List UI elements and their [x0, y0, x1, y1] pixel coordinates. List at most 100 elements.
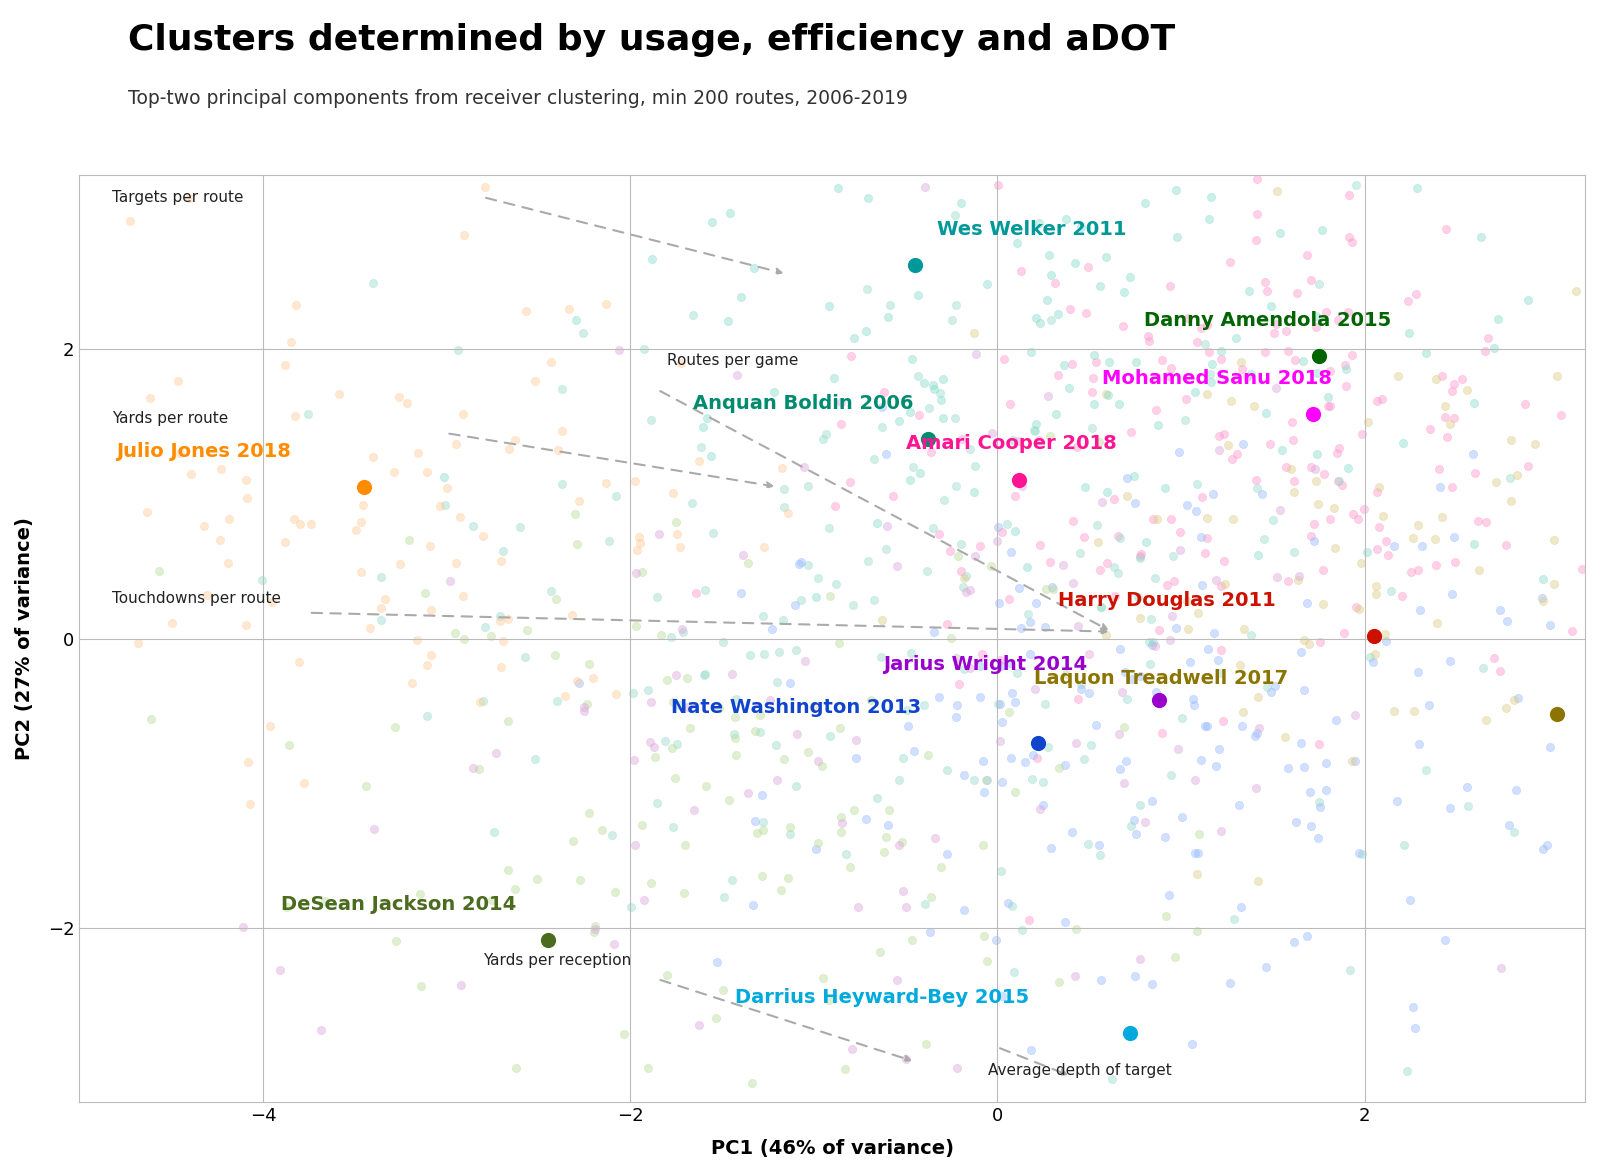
- Point: [635, 680, 661, 699]
- Point: [1474, 513, 1499, 531]
- Point: [1107, 639, 1133, 658]
- Text: Routes per game: Routes per game: [667, 353, 798, 368]
- Point: [1157, 277, 1182, 296]
- Point: [482, 823, 507, 842]
- Point: [910, 374, 936, 393]
- Point: [1384, 792, 1410, 811]
- Point: [1010, 476, 1035, 495]
- Text: Julio Jones 2018: Julio Jones 2018: [117, 442, 291, 461]
- Point: [1306, 734, 1331, 753]
- Point: [1110, 683, 1136, 701]
- Point: [1174, 389, 1200, 408]
- Point: [1066, 617, 1091, 636]
- Point: [1184, 501, 1210, 520]
- Point: [1205, 651, 1230, 670]
- Point: [478, 626, 504, 645]
- Point: [1227, 656, 1253, 674]
- Point: [1294, 245, 1320, 264]
- Point: [1245, 872, 1270, 890]
- Point: [1210, 712, 1235, 731]
- Point: [602, 935, 627, 954]
- Point: [1346, 599, 1371, 618]
- Point: [912, 895, 938, 914]
- Point: [546, 441, 571, 460]
- Point: [954, 567, 979, 585]
- Point: [842, 800, 867, 819]
- Point: [1117, 1023, 1142, 1042]
- Point: [1176, 621, 1202, 639]
- Point: [1405, 516, 1430, 535]
- Point: [950, 578, 976, 597]
- Point: [867, 942, 893, 961]
- Point: [1013, 34, 1038, 53]
- Point: [930, 409, 955, 428]
- Point: [752, 538, 778, 557]
- Point: [629, 815, 654, 834]
- Point: [954, 583, 979, 602]
- Point: [491, 542, 517, 561]
- Point: [1160, 606, 1186, 625]
- Point: [451, 630, 477, 649]
- Point: [1144, 510, 1170, 529]
- Point: [869, 610, 894, 629]
- Point: [1515, 291, 1541, 310]
- Point: [957, 581, 982, 599]
- Point: [1374, 545, 1400, 564]
- Point: [952, 569, 978, 588]
- Point: [1027, 536, 1053, 555]
- Point: [1211, 425, 1237, 443]
- Point: [1237, 282, 1262, 300]
- Point: [874, 540, 899, 558]
- Point: [1053, 755, 1078, 774]
- Point: [1149, 351, 1174, 369]
- Point: [1083, 716, 1109, 734]
- Point: [854, 189, 880, 208]
- Point: [560, 605, 586, 624]
- Point: [1018, 644, 1043, 663]
- Point: [350, 477, 376, 496]
- Point: [768, 881, 794, 900]
- Point: [928, 384, 954, 402]
- Point: [1315, 387, 1341, 406]
- Point: [1475, 328, 1501, 347]
- Point: [922, 622, 947, 640]
- Point: [1008, 618, 1034, 637]
- Point: [968, 687, 994, 706]
- Point: [1200, 484, 1226, 503]
- Point: [1570, 560, 1595, 578]
- Point: [989, 862, 1014, 881]
- Point: [1245, 170, 1270, 189]
- Point: [717, 791, 742, 809]
- Text: Clusters determined by usage, efficiency and aDOT: Clusters determined by usage, efficiency…: [128, 23, 1176, 57]
- Point: [1026, 213, 1051, 232]
- Point: [1515, 457, 1541, 476]
- Point: [571, 698, 597, 717]
- Point: [1101, 557, 1126, 576]
- Point: [1245, 479, 1270, 497]
- Point: [1157, 631, 1182, 650]
- Point: [594, 294, 619, 313]
- Point: [915, 746, 941, 765]
- Point: [1438, 585, 1464, 604]
- Point: [267, 961, 293, 979]
- Point: [1253, 152, 1278, 171]
- Point: [997, 703, 1022, 721]
- Point: [952, 766, 978, 785]
- Point: [771, 610, 797, 629]
- Point: [1195, 640, 1221, 659]
- Point: [1163, 619, 1189, 638]
- Point: [1243, 779, 1269, 798]
- Point: [717, 204, 742, 223]
- Point: [790, 457, 816, 476]
- Point: [912, 178, 938, 197]
- Point: [1342, 706, 1368, 725]
- Point: [1418, 420, 1443, 439]
- Point: [1206, 440, 1232, 459]
- Point: [1530, 589, 1555, 608]
- Point: [1466, 511, 1491, 530]
- Point: [570, 324, 595, 343]
- Point: [736, 784, 762, 802]
- Point: [1349, 554, 1374, 572]
- Point: [640, 737, 666, 755]
- Point: [1595, 289, 1600, 307]
